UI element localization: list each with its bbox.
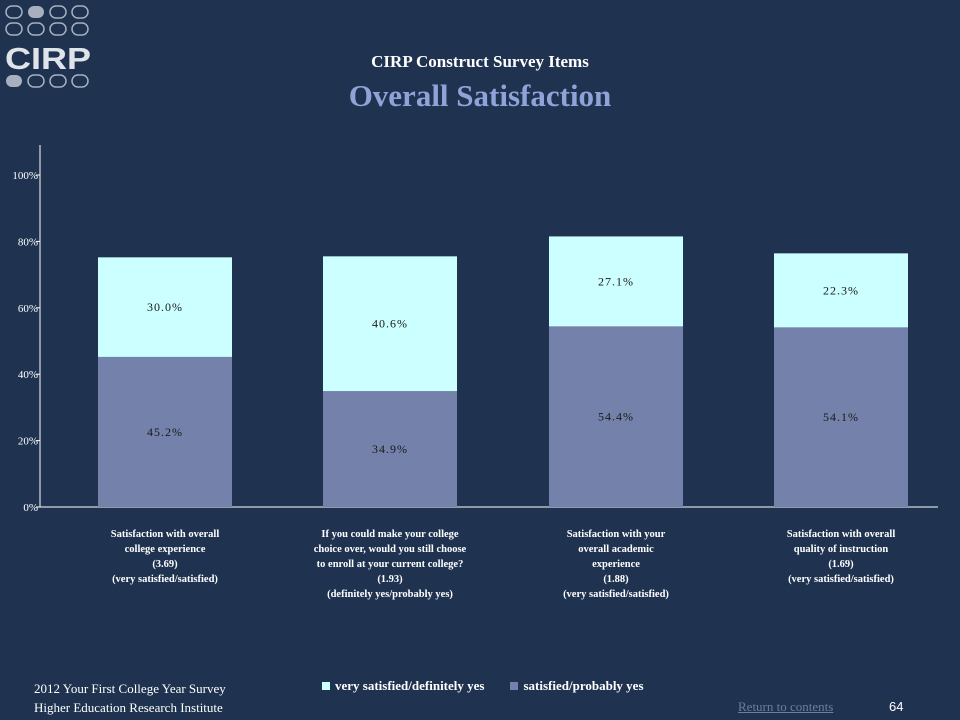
- legend-label: satisfied/probably yes: [523, 678, 644, 693]
- category-label-line: Satisfaction with overall: [786, 529, 896, 540]
- y-tick-label: 60%: [18, 303, 38, 315]
- category-label-line: (1.88): [603, 574, 629, 585]
- category-label: Satisfaction with overall college experie…: [60, 527, 270, 587]
- category-label-line: (very satisfied/satisfied): [788, 574, 894, 585]
- return-to-contents-link[interactable]: Return to contents: [738, 699, 834, 714]
- y-tick-label: 80%: [18, 236, 38, 248]
- legend: very satisfied/definitely yes satisfied/…: [322, 678, 644, 694]
- bar-satisfied: [323, 391, 457, 507]
- category-label-line: If you could make your college: [321, 529, 459, 540]
- bar-very-satisfied: [549, 236, 683, 327]
- stacked-bar-chart: 0% 20% 40% 60% 80% 100% 45.2% 30.0% 34.9% 40.6% 54…: [12, 145, 938, 514]
- category-label-line: (3.69): [152, 559, 178, 570]
- category-label-line: experience: [592, 559, 640, 570]
- y-tick-label: 0%: [23, 502, 38, 514]
- category-label-line: (very satisfied/satisfied): [563, 589, 669, 600]
- bar-satisfied: [549, 326, 683, 507]
- legend-swatch: [510, 682, 519, 690]
- chart-subtitle: Overall Satisfaction: [348, 78, 612, 113]
- logo-text: CIRP: [5, 41, 91, 76]
- category-label-line: (1.69): [828, 559, 854, 570]
- category-label-line: choice over, would you still choose: [313, 544, 467, 555]
- data-label: 22.3%: [823, 283, 859, 297]
- legend-swatch: [322, 682, 330, 690]
- category-label: If you could make your college choice ove…: [285, 527, 495, 602]
- logo-dot-grid: [5, 5, 89, 88]
- category-label-line: Satisfaction with overall: [110, 529, 220, 540]
- category-label-line: overall academic: [578, 544, 654, 555]
- category-label: Satisfaction with overall quality of inst…: [736, 527, 946, 587]
- y-tick-label: 100%: [12, 170, 38, 182]
- category-label-line: Satisfaction with your: [566, 529, 666, 540]
- category-label-line: to enroll at your current college?: [316, 559, 464, 570]
- footer-institute: Higher Education Research Institute: [34, 700, 223, 715]
- category-label-line: (definitely yes/probably yes): [327, 589, 453, 600]
- footer-source: 2012 Your First College Year Survey High…: [34, 679, 226, 717]
- category-label-line: (1.93): [377, 574, 403, 585]
- legend-item-very-satisfied: very satisfied/definitely yes: [322, 678, 484, 694]
- bar-satisfied: [98, 356, 232, 507]
- category-label: Satisfaction with your overall academic ex…: [511, 527, 721, 602]
- category-label-line: (very satisfied/satisfied): [112, 574, 218, 585]
- data-label: 40.6%: [372, 317, 408, 331]
- data-label: 45.2%: [147, 425, 183, 439]
- footer-survey-name: 2012 Your First College Year Survey: [34, 681, 226, 696]
- chart-title: CIRP Construct Survey Items: [371, 52, 589, 71]
- data-label: 54.4%: [598, 410, 634, 424]
- page-number: 64: [889, 699, 904, 714]
- cirp-logo: CIRP: [5, 5, 91, 88]
- bar-very-satisfied: [323, 256, 457, 392]
- y-tick-label: 40%: [18, 369, 38, 381]
- data-label: 27.1%: [598, 274, 634, 288]
- legend-item-satisfied: satisfied/probably yes: [510, 678, 644, 694]
- category-label-line: quality of instruction: [793, 544, 889, 555]
- category-label-line: college experience: [124, 544, 206, 555]
- bar-satisfied: [774, 327, 908, 507]
- data-label: 34.9%: [372, 442, 408, 456]
- data-label: 30.0%: [147, 300, 183, 314]
- bar-very-satisfied: [98, 257, 232, 357]
- y-tick-label: 20%: [18, 436, 38, 448]
- data-label: 54.1%: [823, 410, 859, 424]
- legend-label: very satisfied/definitely yes: [335, 678, 485, 693]
- bar-very-satisfied: [774, 253, 908, 328]
